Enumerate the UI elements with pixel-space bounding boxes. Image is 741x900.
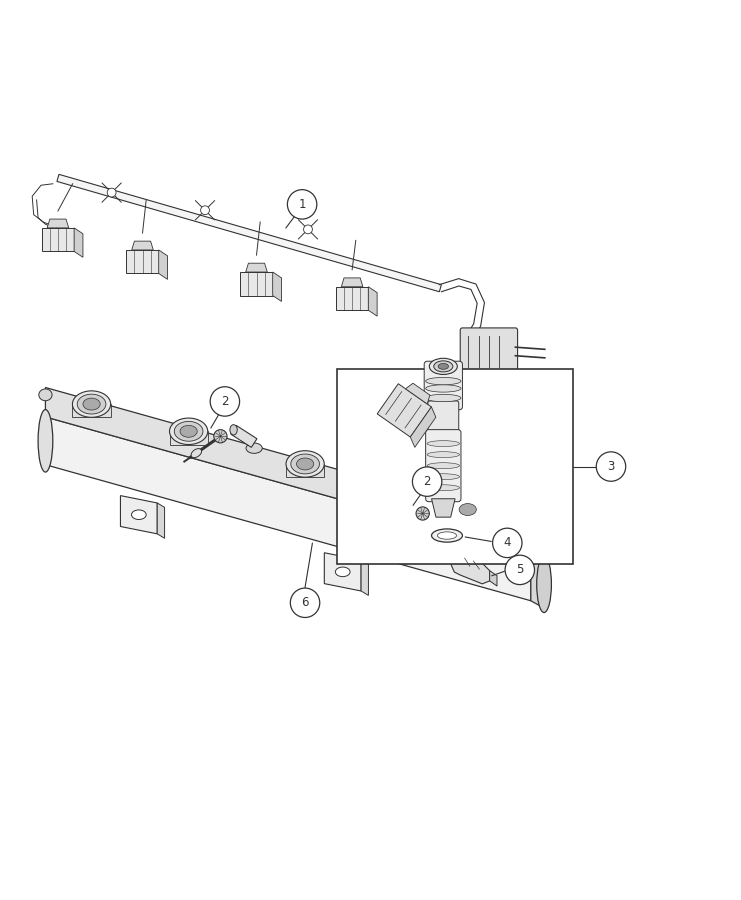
Polygon shape [273, 272, 282, 302]
Polygon shape [336, 287, 368, 310]
Polygon shape [448, 509, 487, 523]
Text: 4: 4 [504, 536, 511, 549]
Ellipse shape [286, 451, 325, 477]
Ellipse shape [180, 426, 197, 437]
Ellipse shape [425, 394, 461, 401]
Ellipse shape [427, 485, 459, 490]
Polygon shape [45, 388, 531, 553]
Polygon shape [490, 571, 497, 586]
FancyBboxPatch shape [424, 361, 462, 410]
Circle shape [201, 206, 210, 215]
Ellipse shape [83, 398, 100, 410]
Polygon shape [368, 287, 377, 316]
Circle shape [210, 387, 239, 416]
Ellipse shape [336, 567, 350, 577]
Text: 5: 5 [516, 563, 523, 576]
Polygon shape [431, 499, 455, 517]
Ellipse shape [73, 391, 110, 418]
Ellipse shape [170, 418, 207, 445]
Polygon shape [157, 503, 165, 538]
Ellipse shape [536, 556, 551, 613]
Ellipse shape [296, 458, 313, 470]
Polygon shape [126, 250, 159, 274]
Ellipse shape [290, 454, 319, 474]
Polygon shape [411, 407, 436, 447]
Ellipse shape [433, 361, 453, 372]
Circle shape [597, 452, 625, 482]
Bar [337, 369, 573, 564]
Text: 2: 2 [423, 475, 431, 488]
Polygon shape [246, 263, 268, 272]
Polygon shape [159, 250, 167, 279]
Polygon shape [45, 417, 531, 601]
Polygon shape [47, 219, 69, 228]
Ellipse shape [438, 364, 448, 369]
Ellipse shape [427, 441, 459, 446]
Polygon shape [325, 553, 361, 591]
Polygon shape [74, 228, 83, 257]
Text: 3: 3 [608, 460, 615, 473]
Polygon shape [73, 404, 110, 418]
Ellipse shape [431, 529, 462, 542]
Ellipse shape [38, 410, 53, 472]
Circle shape [107, 188, 116, 197]
Circle shape [505, 555, 534, 585]
Ellipse shape [174, 421, 203, 441]
Ellipse shape [425, 385, 461, 392]
Ellipse shape [416, 507, 429, 520]
Ellipse shape [131, 510, 146, 519]
Ellipse shape [77, 394, 106, 414]
Polygon shape [405, 383, 430, 404]
Polygon shape [377, 383, 431, 437]
Ellipse shape [214, 429, 227, 443]
Ellipse shape [448, 496, 487, 523]
Ellipse shape [425, 377, 461, 385]
Circle shape [304, 225, 313, 234]
Polygon shape [240, 272, 273, 295]
Text: 1: 1 [299, 198, 306, 211]
Text: 6: 6 [302, 597, 309, 609]
Ellipse shape [459, 504, 476, 516]
Polygon shape [531, 524, 544, 561]
Polygon shape [121, 496, 157, 534]
Circle shape [413, 467, 442, 496]
Ellipse shape [39, 389, 52, 400]
Circle shape [493, 528, 522, 558]
Polygon shape [531, 553, 544, 608]
Circle shape [288, 190, 317, 219]
Ellipse shape [246, 443, 262, 454]
Polygon shape [286, 464, 325, 477]
Ellipse shape [230, 425, 237, 435]
Polygon shape [170, 431, 207, 445]
Ellipse shape [453, 500, 482, 519]
Circle shape [290, 588, 320, 617]
Ellipse shape [427, 473, 459, 480]
Text: 2: 2 [221, 395, 229, 408]
Ellipse shape [427, 452, 459, 457]
FancyBboxPatch shape [428, 400, 459, 438]
Ellipse shape [191, 448, 202, 458]
Polygon shape [361, 560, 368, 596]
Ellipse shape [427, 463, 459, 469]
Ellipse shape [393, 526, 404, 535]
FancyBboxPatch shape [460, 328, 518, 375]
Polygon shape [451, 554, 490, 584]
Polygon shape [57, 175, 442, 292]
Ellipse shape [437, 532, 456, 539]
Polygon shape [132, 241, 153, 250]
Polygon shape [41, 228, 74, 251]
Polygon shape [342, 278, 363, 287]
Polygon shape [230, 426, 257, 447]
Ellipse shape [429, 358, 457, 374]
FancyBboxPatch shape [425, 429, 461, 501]
